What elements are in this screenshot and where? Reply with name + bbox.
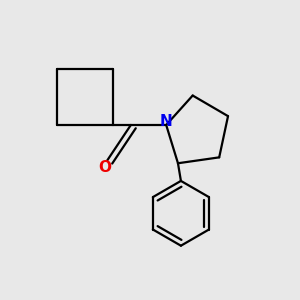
Text: N: N [160,114,172,129]
Text: O: O [98,160,111,175]
